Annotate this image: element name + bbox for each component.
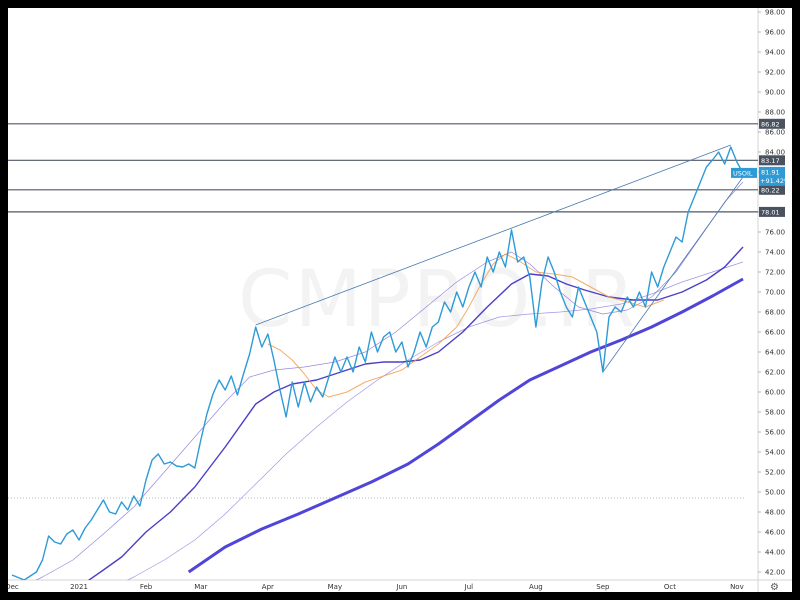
y-tick-label: 98.00 xyxy=(765,9,785,17)
y-tick-label: 62.00 xyxy=(765,369,785,377)
y-tick-label: 50.00 xyxy=(765,489,785,497)
x-tick-label: Mar xyxy=(194,583,207,591)
y-tick-label: 58.00 xyxy=(765,409,785,417)
symbol-label: USOIL xyxy=(733,169,753,177)
y-tick-label: 84.00 xyxy=(765,149,785,157)
y-tick-label: 94.00 xyxy=(765,49,785,57)
y-tick-label: 64.00 xyxy=(765,349,785,357)
y-tick-label: 90.00 xyxy=(765,89,785,97)
x-tick-label: Oct xyxy=(664,583,676,591)
price-chart[interactable]: CMPRO.IR 42.00 44.00 46.00 48.00 50.00 52.00 54… xyxy=(8,8,792,592)
level-badge xyxy=(759,118,785,129)
ma-thick-line xyxy=(187,277,744,574)
ma-thin-upper-line xyxy=(35,181,744,580)
y-tick-label: 76.00 xyxy=(765,229,785,237)
x-tick-label: Nov xyxy=(730,583,744,591)
y-tick-label: 48.00 xyxy=(765,509,785,517)
y-tick-label: 96.00 xyxy=(765,29,785,37)
y-tick-label: 88.00 xyxy=(765,109,785,117)
y-tick-label: 52.00 xyxy=(765,469,785,477)
x-tick-label: Feb xyxy=(140,583,153,591)
x-tick-label: Aug xyxy=(529,583,543,591)
x-tick-label: Dec xyxy=(8,583,19,591)
level-badge xyxy=(759,184,785,195)
symbol-badge xyxy=(731,167,757,178)
level-badge xyxy=(759,155,785,166)
x-tick-label: Jul xyxy=(464,583,474,591)
y-tick-label: 70.00 xyxy=(765,289,785,297)
y-tick-label: 54.00 xyxy=(765,449,785,457)
y-tick-label: 44.00 xyxy=(765,549,785,557)
settings-gear-icon[interactable]: ⚙ xyxy=(770,582,779,592)
level-badge-label: 83.17 xyxy=(761,157,780,165)
y-tick-label: 46.00 xyxy=(765,529,785,537)
y-tick-label: 74.00 xyxy=(765,249,785,257)
level-badge-label: 80.22 xyxy=(761,186,780,194)
x-tick-label: May xyxy=(328,583,342,591)
y-tick-label: 68.00 xyxy=(765,309,785,317)
x-tick-label: Jun xyxy=(395,583,407,591)
y-tick-label: 60.00 xyxy=(765,389,785,397)
y-tick-label: 92.00 xyxy=(765,69,785,77)
last-price-badge xyxy=(759,166,785,186)
last-price-value: 81.91 xyxy=(761,168,780,176)
level-badge-label: 78.01 xyxy=(761,208,780,216)
x-tick-label: Sep xyxy=(596,583,610,591)
trendline xyxy=(602,176,744,373)
y-tick-label: 56.00 xyxy=(765,429,785,437)
price-line xyxy=(11,146,744,580)
y-tick-label: 86.00 xyxy=(765,129,785,137)
y-tick-label: 66.00 xyxy=(765,329,785,337)
last-price-change: +91.42% xyxy=(760,177,790,185)
ma-mid-line xyxy=(87,246,744,580)
level-badge xyxy=(759,206,785,217)
y-tick-label: 42.00 xyxy=(765,569,785,577)
x-tick-label: Apr xyxy=(262,583,274,591)
watermark: CMPRO.IR xyxy=(238,255,637,345)
x-tick-label: 2021 xyxy=(70,583,88,591)
chart-frame: CMPRO.IR 42.00 44.00 46.00 48.00 50.00 52.00 54… xyxy=(8,8,792,592)
trendline xyxy=(255,144,731,326)
level-badge-label: 86.82 xyxy=(761,120,780,128)
y-tick-label: 72.00 xyxy=(765,269,785,277)
